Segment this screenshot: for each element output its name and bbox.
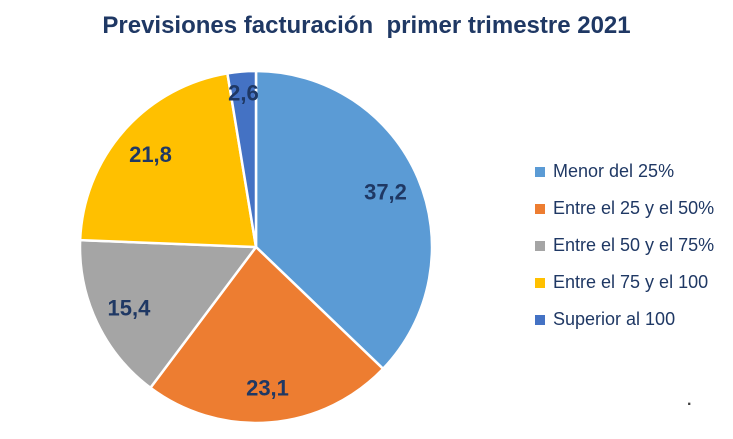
legend-item-4: Entre el 75 y el 100 [535,264,714,301]
pie-slice-5 [226,69,258,249]
legend-label: Superior al 100 [553,309,676,329]
legend-label: Entre el 25 y el 50% [553,198,715,218]
slice-label-5: 2,6 [228,81,259,106]
slice-label-1: 37,2 [364,180,407,205]
legend-item-3: Entre el 50 y el 75% [535,227,714,264]
legend-label: Entre el 50 y el 75% [553,235,715,255]
slice-label-4: 21,8 [129,142,172,167]
legend-item-1: Menor del 25% [535,153,714,190]
legend-swatch-icon [535,314,545,325]
legend-swatch-icon [535,240,545,251]
legend-swatch-icon [535,277,545,288]
chart-title: Previsiones facturación primer trimestre… [102,12,631,39]
pie-slice-1 [254,69,434,371]
legend-label: Menor del 25% [553,161,675,181]
legend-item-2: Entre el 25 y el 50% [535,190,714,227]
slice-label-2: 23,1 [246,375,289,400]
legend-item-5: Superior al 100 [535,301,714,338]
slice-label-3: 15,4 [107,296,151,321]
legend: Menor del 25% Entre el 25 y el 50% Entre e… [535,153,714,338]
footnote-dot: . [687,392,692,409]
pie-slice-2 [149,245,385,425]
legend-label: Entre el 75 y el 100 [553,272,709,292]
pie-slice-3 [78,238,258,390]
legend-swatch-icon [535,203,545,214]
legend-swatch-icon [535,166,545,177]
pie-slice-4 [78,72,258,249]
